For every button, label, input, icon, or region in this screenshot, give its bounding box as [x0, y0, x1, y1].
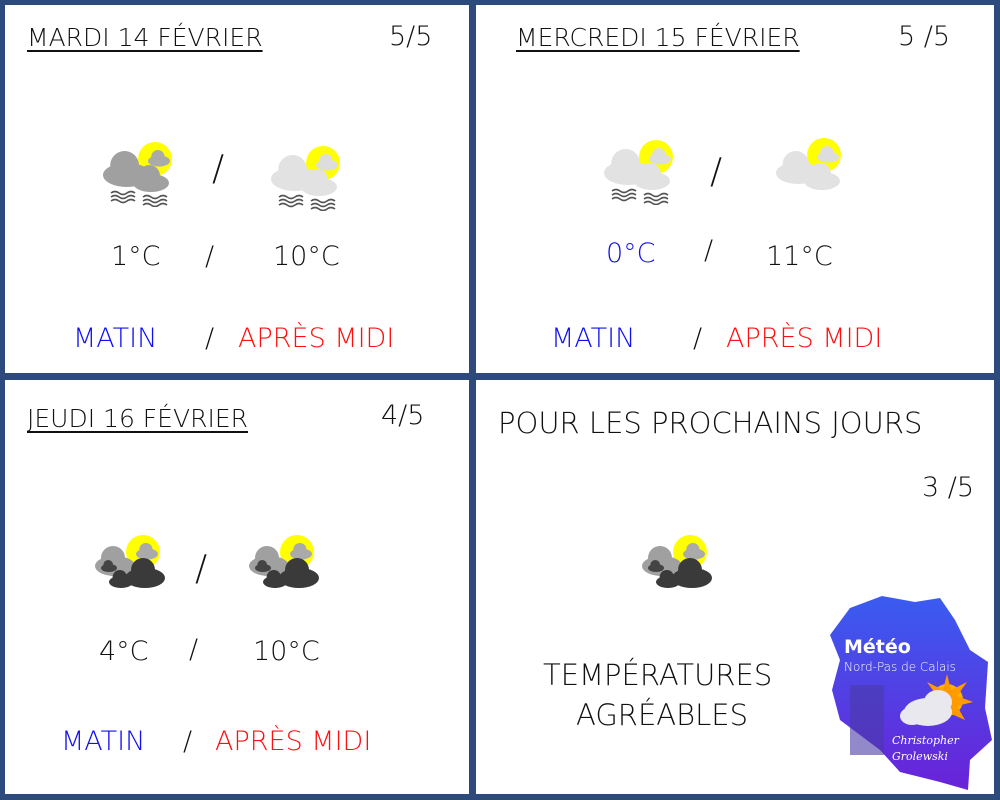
sun-icon: [126, 535, 160, 569]
separator: /: [212, 148, 225, 189]
sun-icon: [807, 138, 841, 172]
day-score: 5 /5: [898, 21, 951, 52]
outlook-text-2: AGRÉABLES: [576, 698, 748, 732]
temp-afternoon: 10°C: [253, 636, 320, 667]
logo-title: Météo: [844, 636, 911, 658]
temp-morning: 4°C: [99, 636, 149, 667]
morning-label: MATIN: [73, 323, 158, 354]
weather-icon: [97, 137, 177, 208]
morning-label: MATIN: [551, 323, 636, 354]
cloud-icon: [900, 690, 952, 726]
separator: /: [710, 151, 723, 192]
outlook-text-1: TEMPÉRATURES: [543, 658, 773, 692]
day-panel-1: MARDI 14 FÉVRIER 5/5 / 1°C / 10°C MATIN …: [5, 5, 469, 373]
sun-icon: [673, 535, 707, 569]
logo-author-first: Christopher: [892, 734, 959, 747]
meteo-logo: Météo Nord-Pas de Calais Christopher Gro…: [820, 590, 992, 794]
separator: /: [205, 323, 215, 354]
logo-subtitle: Nord-Pas de Calais: [844, 660, 956, 674]
outlook-title: POUR LES PROCHAINS JOURS: [498, 406, 923, 440]
weather-icon: [239, 530, 319, 600]
separator: /: [205, 241, 215, 272]
afternoon-label: APRÈS MIDI: [238, 323, 395, 354]
day-score: 5/5: [389, 21, 433, 52]
afternoon-label: APRÈS MIDI: [726, 323, 883, 354]
outlook-score: 3 /5: [922, 472, 975, 503]
weather-icon: [632, 530, 712, 600]
cloud-icon: [95, 546, 165, 588]
cloud-icon: [249, 546, 319, 588]
afternoon-label: APRÈS MIDI: [215, 726, 372, 757]
weather-icon: [598, 135, 678, 206]
day-title: MERCREDI 15 FÉVRIER: [516, 23, 800, 52]
cloud-icon: [776, 151, 840, 190]
day-title: MARDI 14 FÉVRIER: [27, 23, 263, 52]
cloud-icon: [642, 546, 712, 588]
day-panel-2: MERCREDI 15 FÉVRIER 5 /5 / 0°C / 11°C MA…: [476, 5, 994, 373]
separator: /: [183, 726, 193, 757]
separator: /: [195, 548, 208, 589]
temp-afternoon: 11°C: [766, 241, 833, 272]
morning-label: MATIN: [61, 726, 146, 757]
sun-icon: [280, 535, 314, 569]
weather-icon: [766, 133, 846, 203]
weather-icon: [85, 530, 165, 600]
day-score: 4/5: [381, 400, 425, 431]
weather-icon: [265, 141, 345, 212]
temp-morning: 1°C: [111, 241, 161, 272]
cloud-icon: [604, 149, 670, 206]
temp-afternoon: 10°C: [273, 241, 340, 272]
separator: /: [189, 634, 199, 665]
cloud-icon: [271, 155, 337, 212]
separator: /: [693, 323, 703, 354]
separator: /: [704, 235, 714, 266]
temp-morning: 0°C: [606, 238, 656, 269]
day-panel-3: JEUDI 16 FÉVRIER 4/5 / 4°C / 10°C MATIN …: [5, 380, 469, 794]
logo-author-last: Grolewski: [892, 750, 948, 763]
day-title: JEUDI 16 FÉVRIER: [27, 404, 248, 433]
cloud-icon: [103, 151, 169, 208]
